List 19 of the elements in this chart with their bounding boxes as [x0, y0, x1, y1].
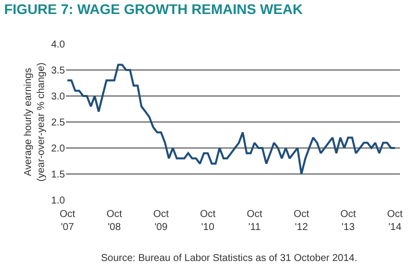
chart-title: FIGURE 7: WAGE GROWTH REMAINS WEAK [4, 0, 303, 17]
x-tick-label: Oct '12 [294, 209, 310, 233]
x-tick-label: Oct '14 [387, 209, 403, 233]
x-tick-label: Oct '07 [60, 209, 76, 233]
y-axis-title: Average hourly earnings (year-over-year % change) [23, 62, 48, 182]
x-tick-label: Oct '13 [340, 209, 356, 233]
x-tick-label: Oct '11 [246, 209, 263, 233]
y-tick-label: 1.0 [51, 196, 66, 206]
y-tick-label: 1.5 [51, 170, 66, 180]
source-note: Source: Bureau of Labor Statistics as of 31 October 2014. [101, 253, 358, 264]
y-tick-label: 2.5 [51, 118, 66, 128]
y-tick-label: 4.0 [51, 40, 66, 50]
x-tick-label: Oct '08 [106, 209, 122, 233]
y-tick-label: 2.0 [51, 144, 66, 154]
x-tick-label: Oct '10 [200, 209, 216, 233]
y-tick-label: 3.5 [51, 66, 66, 76]
x-tick-label: Oct '09 [153, 209, 170, 233]
y-tick-label: 3.0 [51, 92, 66, 102]
line-series [66, 64, 396, 175]
